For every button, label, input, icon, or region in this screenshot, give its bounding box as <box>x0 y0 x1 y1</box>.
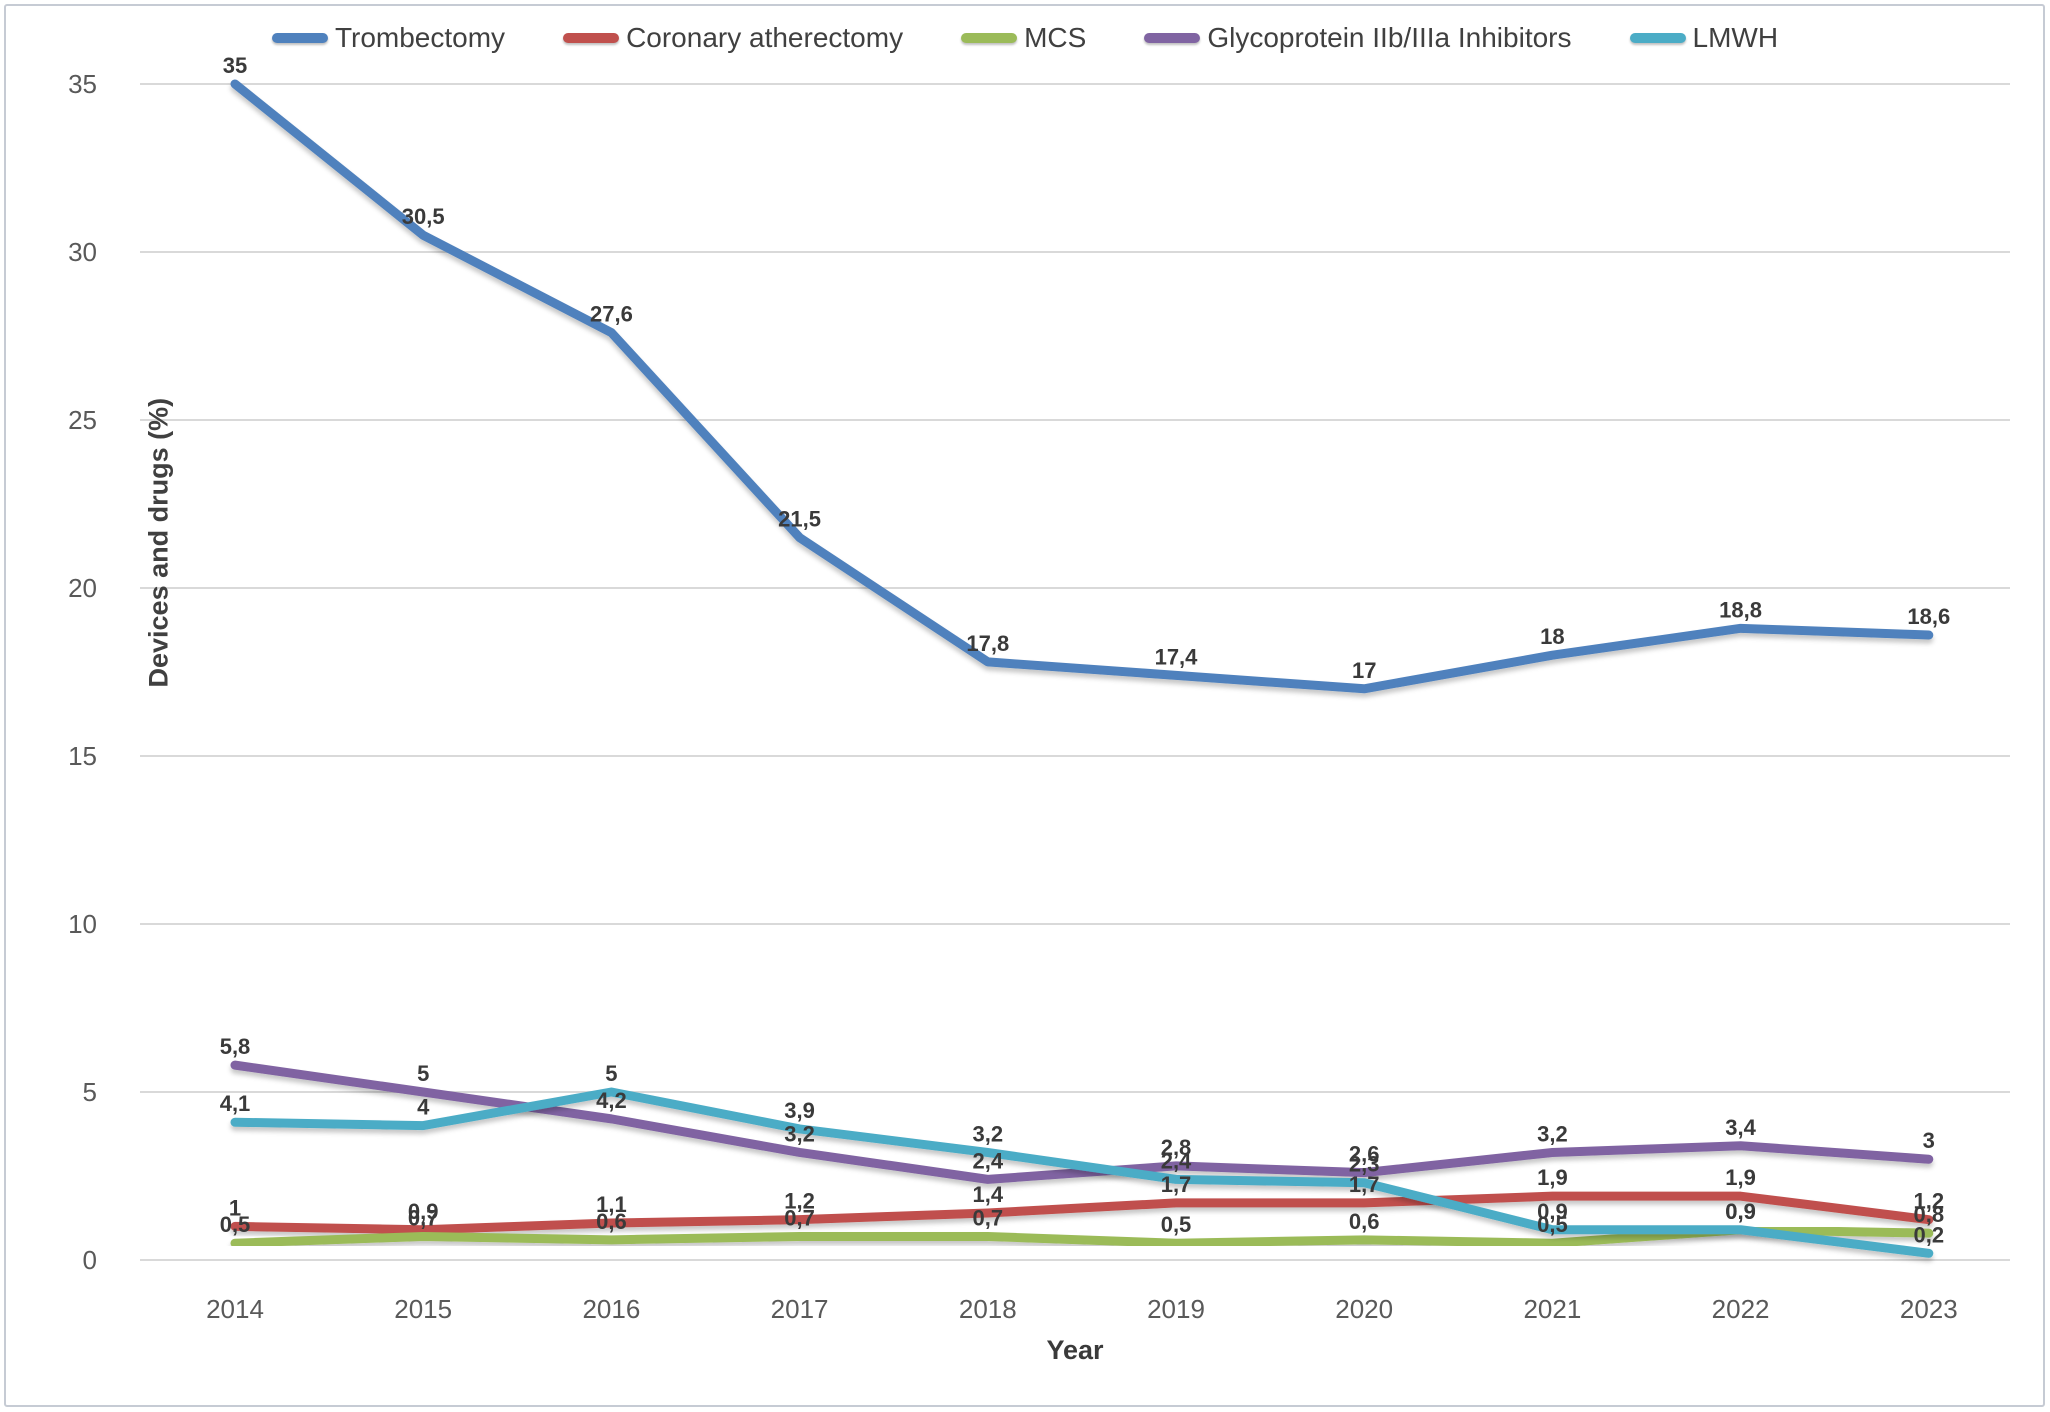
legend-label: Trombectomy <box>334 22 506 53</box>
data-label: 2,6 <box>1349 1142 1380 1167</box>
y-tick-label: 30 <box>68 237 97 267</box>
data-label: 30,5 <box>402 204 445 229</box>
data-label: 1,7 <box>1161 1172 1192 1197</box>
y-tick-label: 25 <box>68 405 97 435</box>
data-label: 0,5 <box>1537 1212 1568 1237</box>
data-label: 17,8 <box>966 631 1009 656</box>
data-label: 3,4 <box>1725 1115 1756 1140</box>
data-label: 1,4 <box>973 1182 1004 1207</box>
data-label: 18,8 <box>1719 597 1762 622</box>
legend-color-swatch <box>563 33 620 43</box>
data-label: 4 <box>417 1095 430 1120</box>
y-tick-label: 20 <box>68 573 97 603</box>
data-label: 1,9 <box>1537 1165 1568 1190</box>
data-label: 3,2 <box>1537 1121 1568 1146</box>
x-tick-label: 2017 <box>771 1294 829 1324</box>
x-tick-label: 2021 <box>1523 1294 1581 1324</box>
data-label: 3 <box>1923 1128 1935 1153</box>
chart-legend: Trombectomy Coronary atherectomy MCS Glycop… <box>0 22 2050 54</box>
data-label: 17 <box>1352 658 1376 683</box>
x-tick-label: 2022 <box>1712 1294 1770 1324</box>
legend-item-1: Trombectomy <box>271 22 506 54</box>
data-label: 1,2 <box>1914 1189 1945 1214</box>
data-label: 3,9 <box>784 1098 815 1123</box>
data-label: 3,2 <box>973 1121 1004 1146</box>
data-label: 2,8 <box>1161 1135 1192 1160</box>
x-axis-title: Year <box>1046 1335 1104 1365</box>
data-label: 35 <box>223 53 247 78</box>
data-label: 27,6 <box>590 302 633 327</box>
data-label: 1,1 <box>596 1192 627 1217</box>
data-label: 0,5 <box>1161 1212 1192 1237</box>
legend-label: LMWH <box>1692 22 1779 53</box>
legend-item-5: LMWH <box>1629 22 1779 54</box>
data-label: 18,6 <box>1907 604 1950 629</box>
legend-color-swatch <box>271 33 328 43</box>
data-label: 0,8 <box>1914 1202 1945 1227</box>
legend-label: Coronary atherectomy <box>626 22 904 53</box>
y-tick-label: 15 <box>68 741 97 771</box>
series-line-1 <box>230 79 1934 694</box>
data-label: 0,5 <box>220 1212 251 1237</box>
data-label: 0,9 <box>1725 1199 1756 1224</box>
data-label: 5 <box>605 1061 617 1086</box>
data-label: 4,2 <box>596 1088 627 1113</box>
series-line-3 <box>230 1225 1934 1248</box>
data-label: 0,2 <box>1914 1222 1945 1247</box>
data-label: 0,9 <box>1725 1199 1756 1224</box>
x-tick-label: 2015 <box>394 1294 452 1324</box>
x-tick-label: 2019 <box>1147 1294 1205 1324</box>
data-label: 0,9 <box>408 1199 439 1224</box>
data-label: 5 <box>417 1061 429 1086</box>
legend-label: MCS <box>1024 22 1087 53</box>
y-tick-label: 35 <box>68 69 97 99</box>
legend-item-3: MCS <box>961 22 1086 54</box>
series-line-5 <box>230 1087 1934 1258</box>
data-label: 1,7 <box>1349 1172 1380 1197</box>
data-label: 0,6 <box>1349 1209 1380 1234</box>
data-label: 0,7 <box>784 1205 815 1230</box>
data-label: 5,8 <box>220 1034 251 1059</box>
legend-label: Glycoprotein IIb/IIIa Inhibitors <box>1207 22 1572 53</box>
data-label: 17,4 <box>1155 644 1199 669</box>
data-label: 2,4 <box>1161 1148 1192 1173</box>
legend-color-swatch <box>1629 33 1686 43</box>
y-tick-label: 5 <box>83 1077 97 1107</box>
x-tick-label: 2016 <box>582 1294 640 1324</box>
legend-color-swatch <box>961 33 1018 43</box>
data-label: 0,7 <box>973 1205 1004 1230</box>
data-label: 2,4 <box>973 1148 1004 1173</box>
x-tick-label: 2014 <box>206 1294 264 1324</box>
legend-item-4: Glycoprotein IIb/IIIa Inhibitors <box>1144 22 1572 54</box>
data-label: 0,7 <box>408 1205 439 1230</box>
data-label: 0,9 <box>1537 1199 1568 1224</box>
data-label: 1,2 <box>784 1189 815 1214</box>
x-tick-label: 2023 <box>1900 1294 1958 1324</box>
y-tick-label: 10 <box>68 909 97 939</box>
data-label: 18 <box>1540 624 1564 649</box>
data-label: 0,6 <box>596 1209 627 1234</box>
data-label: 21,5 <box>778 507 821 532</box>
data-label: 1 <box>229 1195 241 1220</box>
data-label: 4,1 <box>220 1091 251 1116</box>
data-label: 3,2 <box>784 1121 815 1146</box>
x-tick-label: 2018 <box>959 1294 1017 1324</box>
y-tick-label: 0 <box>83 1245 97 1275</box>
data-label: 1,9 <box>1725 1165 1756 1190</box>
x-tick-label: 2020 <box>1335 1294 1393 1324</box>
legend-color-swatch <box>1144 33 1201 43</box>
y-axis-title: Devices and drugs (%) <box>143 397 174 688</box>
legend-item-2: Coronary atherectomy <box>563 22 903 54</box>
data-label: 2,3 <box>1349 1152 1380 1177</box>
series-line-2 <box>230 1191 1934 1235</box>
